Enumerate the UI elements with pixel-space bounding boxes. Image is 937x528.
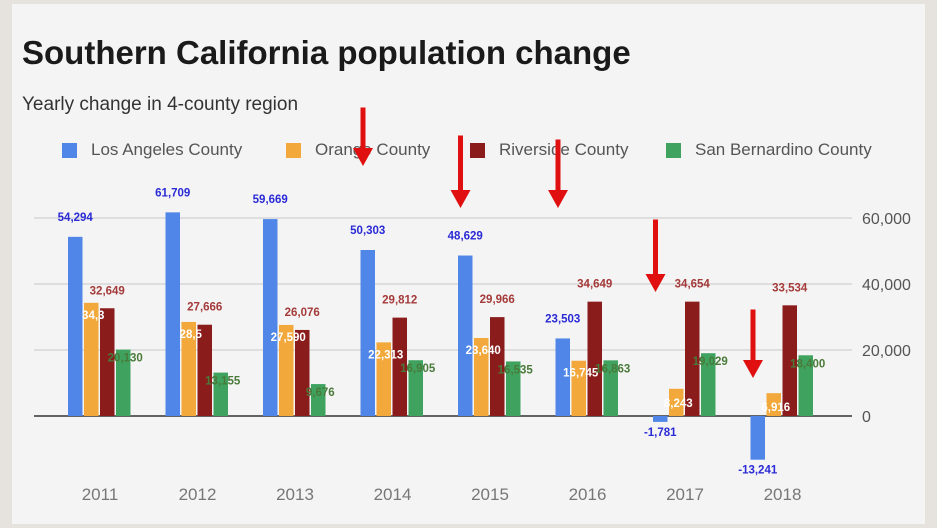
x-tick-label-2015: 2015 [471, 485, 509, 504]
data-label-riverside-county-2016: 34,649 [577, 279, 612, 291]
data-label-riverside-county-2017: 34,654 [675, 279, 711, 291]
data-label-san-bernardino-county-2017: 19,029 [693, 356, 728, 368]
data-label-orange-county-2017: 8,243 [664, 398, 693, 410]
legend-swatch-riverside [470, 142, 485, 158]
data-label-san-bernardino-county-2013: 9,676 [306, 387, 335, 399]
annotation-arrow-head-2016 [645, 274, 666, 292]
chart-title: Southern California population change [22, 34, 631, 71]
annotation-arrow-head-2013 [353, 148, 373, 166]
x-tick-label-2011: 2011 [82, 485, 119, 504]
bar-riverside-county-2016 [587, 301, 602, 416]
legend-item-los-angeles: Los Angeles County [62, 140, 242, 160]
bar-orange-county-2013 [279, 324, 294, 416]
chart-subtitle: Yearly change in 4-county region [22, 94, 299, 115]
bar-los-angeles-county-2017 [653, 416, 668, 422]
legend-swatch-san-bernardino [666, 142, 681, 158]
data-label-riverside-county-2012: 27,666 [187, 302, 222, 314]
bar-orange-county-2018 [766, 393, 781, 416]
bar-los-angeles-county-2014 [360, 250, 375, 416]
data-label-orange-county-2012: 28,5 [180, 329, 203, 341]
x-tick-label-2012: 2012 [179, 485, 217, 504]
legend-label-orange: Orange County [315, 140, 431, 159]
bar-riverside-county-2013 [295, 329, 310, 416]
x-tick-label-2016: 2016 [569, 485, 607, 504]
bar-orange-county-2016 [571, 360, 586, 416]
legend-swatch-los-angeles [62, 142, 77, 158]
data-label-los-angeles-county-2014: 50,303 [350, 225, 385, 237]
data-label-san-bernardino-county-2016: 16,863 [595, 363, 630, 375]
legend: Los Angeles County Orange County Riversi… [46, 140, 926, 164]
bar-los-angeles-county-2018 [750, 416, 765, 460]
legend-item-riverside: Riverside County [470, 140, 628, 160]
data-label-los-angeles-county-2011: 54,294 [58, 212, 94, 224]
bar-san-bernardino-county-2017 [701, 353, 716, 416]
y-tick-label-40-000: 40,000 [862, 277, 911, 294]
x-tick-label-2018: 2018 [764, 485, 802, 504]
bar-san-bernardino-county-2011 [116, 349, 131, 416]
data-label-riverside-county-2018: 33,534 [772, 282, 808, 294]
data-label-orange-county-2018: 6,916 [761, 402, 790, 414]
data-label-orange-county-2013: 27,590 [271, 332, 306, 344]
x-tick-label-2017: 2017 [666, 485, 704, 504]
legend-label-riverside: Riverside County [499, 140, 629, 159]
bar-san-bernardino-county-2018 [798, 355, 813, 416]
data-label-los-angeles-county-2015: 48,629 [448, 231, 483, 243]
bar-san-bernardino-county-2012 [213, 372, 228, 416]
bar-orange-county-2012 [181, 321, 196, 416]
data-label-san-bernardino-county-2012: 13,155 [205, 376, 241, 388]
data-label-los-angeles-county-2018: -13,241 [738, 465, 778, 477]
annotation-arrow-head-2015 [548, 190, 568, 208]
annotation-arrow-head-2014 [450, 190, 471, 208]
data-label-riverside-county-2015: 29,966 [480, 294, 515, 306]
legend-swatch-orange [286, 142, 301, 158]
data-label-los-angeles-county-2017: -1,781 [644, 427, 677, 439]
x-tick-label-2013: 2013 [276, 485, 314, 504]
bar-san-bernardino-county-2016 [603, 360, 618, 416]
y-tick-label-20-000: 20,000 [862, 343, 911, 360]
bar-los-angeles-county-2012 [165, 212, 180, 416]
bar-orange-county-2011 [84, 302, 99, 416]
bar-riverside-county-2015 [490, 317, 505, 416]
data-label-riverside-county-2014: 29,812 [382, 295, 417, 307]
data-label-orange-county-2011: 34,3 [82, 310, 104, 322]
legend-label-los-angeles: Los Angeles County [91, 140, 243, 159]
legend-item-san-bernardino: San Bernardino County [666, 140, 872, 160]
data-label-san-bernardino-county-2014: 16,905 [400, 363, 436, 375]
bar-los-angeles-county-2011 [68, 236, 83, 416]
data-label-los-angeles-county-2013: 59,669 [253, 194, 288, 206]
bar-riverside-county-2011 [100, 308, 115, 416]
data-label-los-angeles-county-2016: 23,503 [545, 313, 580, 325]
data-label-riverside-county-2011: 32,649 [90, 285, 125, 297]
data-label-riverside-county-2013: 26,076 [285, 307, 320, 319]
data-label-orange-county-2014: 22,313 [368, 349, 403, 361]
bar-san-bernardino-county-2013 [311, 384, 326, 416]
data-label-orange-county-2016: 16,745 [563, 368, 599, 380]
bar-riverside-county-2014 [392, 317, 407, 416]
y-tick-label-0: 0 [862, 409, 871, 426]
bar-san-bernardino-county-2015 [506, 361, 521, 416]
bar-orange-county-2014 [376, 342, 391, 416]
bar-san-bernardino-county-2014 [408, 360, 423, 416]
x-tick-label-2014: 2014 [374, 485, 412, 504]
bar-riverside-county-2018 [782, 305, 797, 416]
data-label-san-bernardino-county-2011: 20,130 [108, 353, 143, 365]
annotation-arrow-head-2017 [743, 360, 763, 378]
legend-label-san-bernardino: San Bernardino County [695, 140, 872, 159]
data-label-san-bernardino-county-2015: 16,535 [498, 364, 534, 376]
bar-orange-county-2015 [474, 337, 489, 416]
bar-riverside-county-2012 [197, 324, 212, 416]
bar-los-angeles-county-2015 [458, 255, 473, 416]
data-label-orange-county-2015: 23,640 [466, 345, 501, 357]
bar-los-angeles-county-2016 [555, 338, 570, 416]
bar-los-angeles-county-2013 [263, 219, 278, 416]
bar-riverside-county-2017 [685, 301, 700, 416]
y-tick-label-60-000: 60,000 [862, 211, 911, 228]
bar-orange-county-2017 [669, 388, 684, 416]
legend-item-orange: Orange County [286, 140, 430, 160]
data-label-los-angeles-county-2012: 61,709 [155, 187, 190, 199]
data-label-san-bernardino-county-2018: 18,400 [790, 358, 825, 370]
